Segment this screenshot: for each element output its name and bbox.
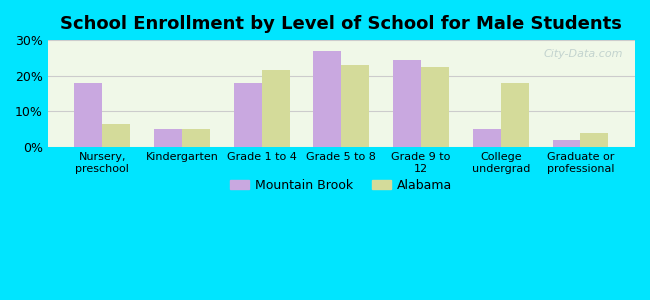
- Legend: Mountain Brook, Alabama: Mountain Brook, Alabama: [226, 173, 458, 196]
- Bar: [75, 83, 102, 147]
- Bar: [500, 83, 528, 147]
- Bar: [182, 129, 210, 147]
- Bar: [421, 67, 449, 147]
- Title: School Enrollment by Level of School for Male Students: School Enrollment by Level of School for…: [60, 15, 622, 33]
- Bar: [313, 51, 341, 147]
- Bar: [341, 65, 369, 147]
- Bar: [102, 124, 130, 147]
- Bar: [552, 140, 580, 147]
- Text: City-Data.com: City-Data.com: [544, 49, 623, 59]
- Bar: [154, 129, 182, 147]
- Bar: [262, 70, 289, 147]
- Bar: [393, 60, 421, 147]
- Bar: [234, 83, 262, 147]
- Bar: [580, 133, 608, 147]
- Bar: [473, 129, 501, 147]
